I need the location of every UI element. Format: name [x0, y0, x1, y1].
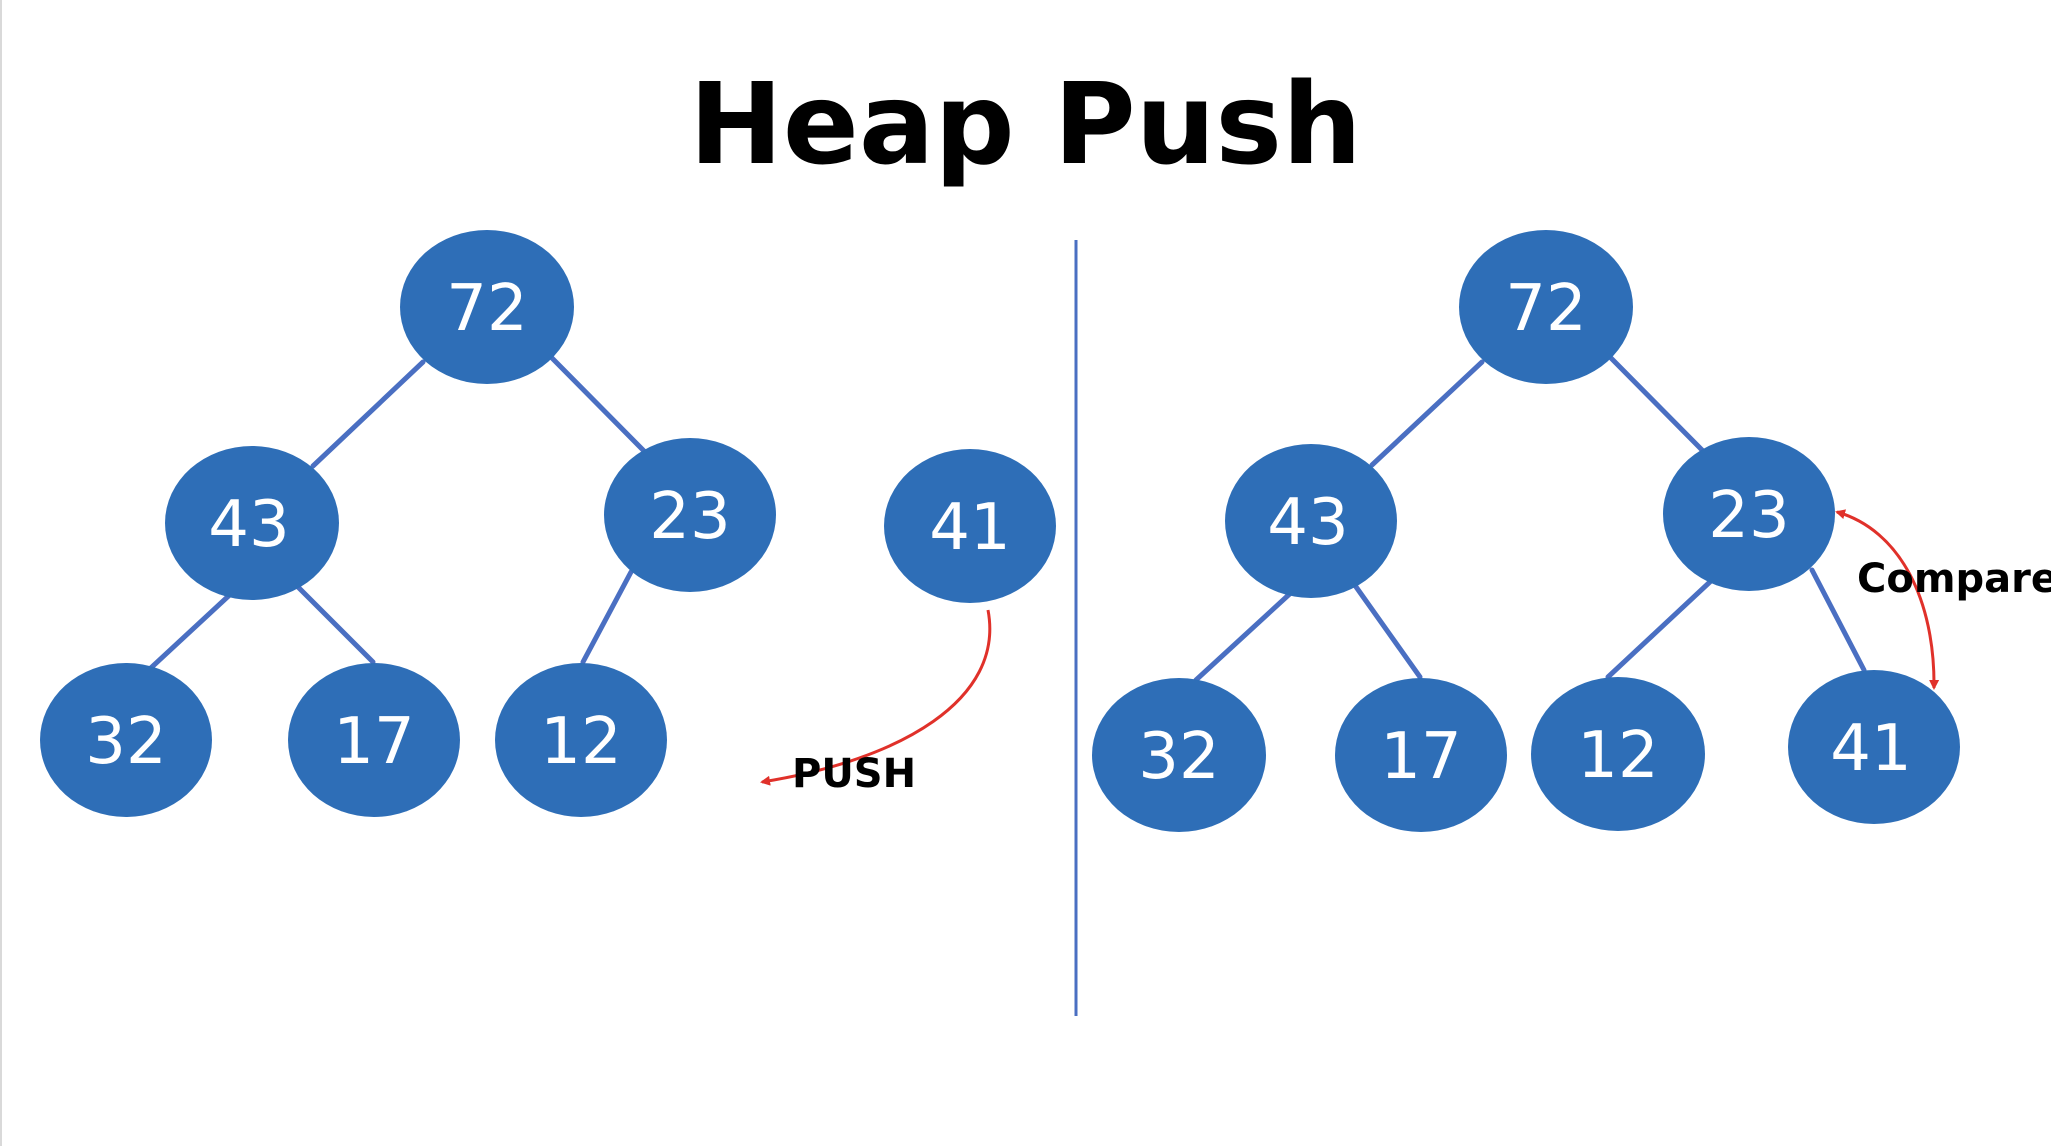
right-edge-43-17: [1351, 581, 1423, 680]
svg-text:72: 72: [1505, 272, 1586, 346]
svg-text:43: 43: [208, 488, 289, 562]
svg-text:41: 41: [929, 491, 1010, 565]
left-edge-72-23: [547, 353, 648, 455]
right-tree-nodes: 72 43 23 32 17 12: [1092, 230, 1960, 832]
left-edge-72-43: [310, 359, 426, 469]
svg-text:32: 32: [1138, 720, 1219, 794]
right-edge-72-43: [1369, 359, 1485, 468]
svg-text:12: 12: [540, 705, 621, 779]
push-label: PUSH: [792, 751, 916, 797]
svg-text:43: 43: [1267, 486, 1348, 560]
push-arrow: [760, 609, 992, 786]
compare-label: Compare: [1857, 556, 2051, 602]
right-edge-23-12: [1605, 577, 1715, 680]
right-node-72: 72: [1459, 230, 1633, 384]
right-tree-edges: [1193, 353, 1867, 683]
right-edge-72-23: [1606, 353, 1707, 455]
svg-text:72: 72: [446, 272, 527, 346]
svg-text:23: 23: [1708, 479, 1789, 553]
slide-edge: [0, 0, 2, 1146]
left-node-17: 17: [288, 663, 460, 817]
left-tree-nodes: 72 43 23 32 17 12: [40, 230, 1056, 817]
svg-text:12: 12: [1577, 719, 1658, 793]
right-node-43: 43: [1225, 444, 1397, 598]
new-node-41: 41: [884, 449, 1056, 603]
left-node-12: 12: [495, 663, 667, 817]
svg-text:41: 41: [1830, 712, 1911, 786]
right-node-12: 12: [1531, 677, 1705, 831]
left-edge-23-12: [580, 569, 634, 665]
left-node-23: 23: [604, 438, 776, 592]
svg-text:23: 23: [649, 480, 730, 554]
left-node-43: 43: [165, 446, 339, 600]
page-title: Heap Push: [689, 60, 1362, 190]
left-tree-edges: [124, 353, 648, 693]
right-edge-43-32: [1193, 587, 1297, 683]
svg-text:32: 32: [85, 705, 166, 779]
right-node-41: 41: [1788, 670, 1960, 824]
right-node-17: 17: [1335, 678, 1507, 832]
svg-text:17: 17: [333, 705, 414, 779]
left-node-72: 72: [400, 230, 574, 384]
svg-text:17: 17: [1380, 720, 1461, 794]
right-node-23: 23: [1663, 437, 1835, 591]
compare-arrow: [1835, 509, 1940, 690]
left-node-32: 32: [40, 663, 212, 817]
left-edge-43-17: [292, 581, 376, 665]
right-node-32: 32: [1092, 678, 1266, 832]
